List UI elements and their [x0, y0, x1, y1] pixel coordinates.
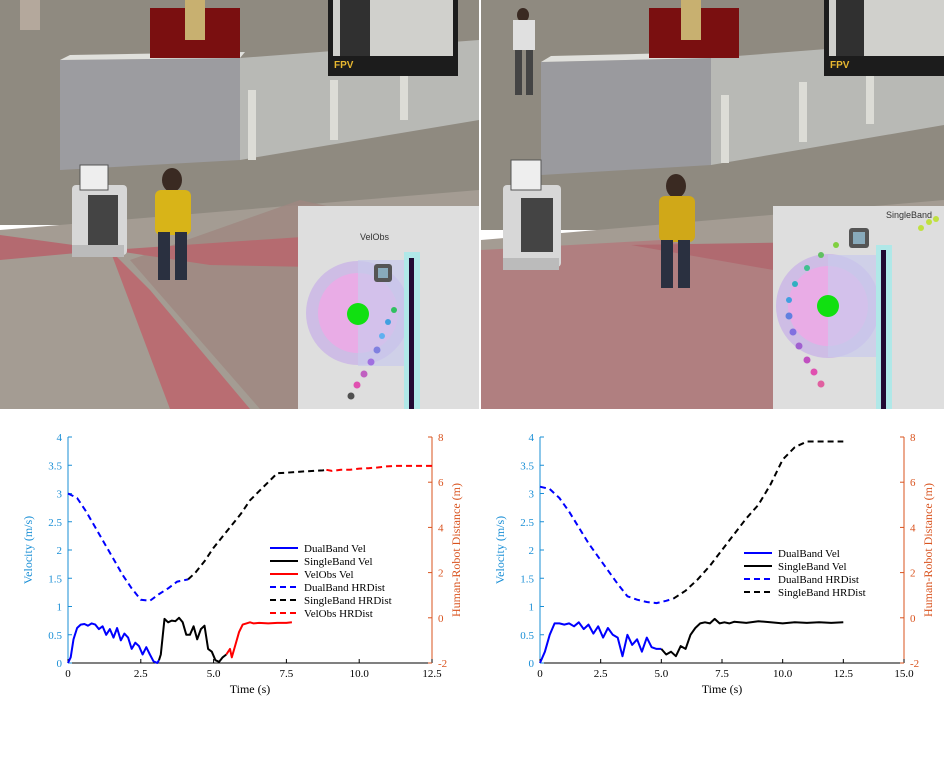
y-tick-label-left: 4: [529, 432, 535, 444]
wall-back: [541, 58, 711, 175]
y-tick-label-right: 6: [438, 477, 444, 489]
y-tick-label-right: 6: [910, 477, 916, 489]
series-line-dualband-hrdist: [67, 492, 189, 602]
series-line-velobs-hrdist: [326, 464, 432, 472]
y-tick-label-left: 1: [57, 602, 63, 614]
legend-label: SingleBand HRDist: [304, 595, 392, 607]
chart-right: 0 2.5 5.0 7.5 10.0 12.5 15.0 Time (s) 0 0.5 1 1.5 2 2…: [472, 420, 944, 761]
legend-label: DualBand Vel: [304, 543, 366, 555]
series-line-singleband-vel: [660, 617, 844, 658]
y-tick-label-right: 2: [910, 568, 916, 580]
y-tick-label-left: 3.5: [48, 460, 62, 472]
y-tick-label-left: 3.5: [520, 460, 534, 472]
x-axis-label: Time (s): [230, 682, 271, 696]
chart-left-svg: 0 2.5 5.0 7.5 10.0 12.5 Time (s) 0 0.5 1 1.5 2 2.5 3 3…: [21, 432, 463, 696]
x-axis-label: Time (s): [702, 682, 743, 696]
x-tick-label: 7.5: [715, 668, 729, 680]
chart-right-svg: 0 2.5 5.0 7.5 10.0 12.5 15.0 Time (s) 0 0.5 1 1.5 2 2…: [493, 432, 935, 696]
laser-cone-left: [110, 250, 250, 409]
x-tick-label: 0: [537, 668, 543, 680]
scene-right: FPV SingleBand: [481, 0, 944, 409]
y-tick-label-right: 2: [438, 568, 444, 580]
legend-label: DualBand Vel: [778, 548, 840, 560]
y-tick-label-left: 3: [57, 489, 63, 501]
legend-label: SingleBand Vel: [304, 556, 373, 568]
y-tick-label-right: 4: [910, 522, 916, 534]
person-background: [513, 8, 535, 95]
series-line-singleband-vel: [158, 616, 227, 663]
y-axis-label-right: Human-Robot Distance (m): [921, 483, 935, 617]
fpv-window: FPV: [824, 0, 944, 76]
y-tick-label-right: 0: [438, 613, 444, 625]
series-line-dualband-vel: [67, 622, 160, 664]
person-background: [20, 0, 40, 30]
y-axis-label-left: Velocity (m/s): [493, 516, 507, 584]
legend-label: VelObs HRDist: [304, 608, 373, 620]
y-tick-label-left: 2: [57, 545, 63, 557]
inset-label: VelObs: [360, 232, 390, 242]
robot: [503, 159, 561, 270]
y-tick-label-left: 2.5: [520, 517, 534, 529]
x-tick-label: 2.5: [594, 668, 608, 680]
inset-label: SingleBand: [886, 210, 932, 220]
wall-back: [60, 58, 240, 170]
x-tick-label: 7.5: [280, 668, 294, 680]
y-tick-label-left: 3: [529, 489, 535, 501]
y-tick-label-right: -2: [910, 658, 919, 670]
x-tick-label: 2.5: [134, 668, 148, 680]
y-tick-label-right: 8: [438, 432, 444, 444]
y-tick-label-left: 0.5: [520, 630, 534, 642]
x-tick-label: 10.0: [350, 668, 370, 680]
y-tick-label-left: 1: [529, 602, 535, 614]
x-tick-label: 10.0: [773, 668, 793, 680]
x-tick-label: 12.5: [834, 668, 854, 680]
x-tick-label: 5.0: [207, 668, 221, 680]
fpv-window: FPV: [328, 0, 458, 76]
legend-label: SingleBand Vel: [778, 561, 847, 573]
x-tick-label: 5.0: [654, 668, 668, 680]
x-tick-label: 12.5: [422, 668, 442, 680]
legend-label: DualBand HRDist: [778, 574, 859, 586]
y-tick-label-left: 0: [529, 658, 535, 670]
series-line-dualband-hrdist: [539, 485, 674, 605]
legend-label: SingleBand HRDist: [778, 587, 866, 599]
y-tick-label-left: 1.5: [48, 573, 62, 585]
legend-label: VelObs Vel: [304, 569, 354, 581]
human: [155, 168, 191, 280]
chart-left: 0 2.5 5.0 7.5 10.0 12.5 Time (s) 0 0.5 1 1.5 2 2.5 3 3…: [0, 420, 472, 761]
y-axis-label-left: Velocity (m/s): [21, 516, 35, 584]
y-tick-label-left: 4: [57, 432, 63, 444]
y-tick-label-right: -2: [438, 658, 447, 670]
y-tick-label-left: 1.5: [520, 573, 534, 585]
series-line-velobs-vel: [225, 621, 293, 659]
robot: [72, 164, 127, 257]
y-tick-label-left: 0: [57, 658, 63, 670]
y-tick-label-right: 0: [910, 613, 916, 625]
y-tick-label-right: 8: [910, 432, 916, 444]
y-axis-label-right: Human-Robot Distance (m): [449, 483, 463, 617]
inset-map: VelObs: [298, 206, 479, 409]
y-tick-label-left: 2.5: [48, 517, 62, 529]
x-tick-label: 15.0: [894, 668, 914, 680]
inset-map: SingleBand: [773, 206, 944, 409]
human: [659, 174, 695, 288]
scene-left: FPV VelObs: [0, 0, 479, 409]
series-line-dualband-vel: [539, 621, 662, 664]
y-tick-label-right: 4: [438, 522, 444, 534]
y-tick-label-left: 2: [529, 545, 535, 557]
fpv-label: FPV: [334, 60, 354, 71]
x-tick-label: 0: [65, 668, 71, 680]
legend-label: DualBand HRDist: [304, 582, 385, 594]
fpv-label: FPV: [830, 60, 850, 71]
y-tick-label-left: 0.5: [48, 630, 62, 642]
series-line-singleband-hrdist: [187, 468, 327, 581]
